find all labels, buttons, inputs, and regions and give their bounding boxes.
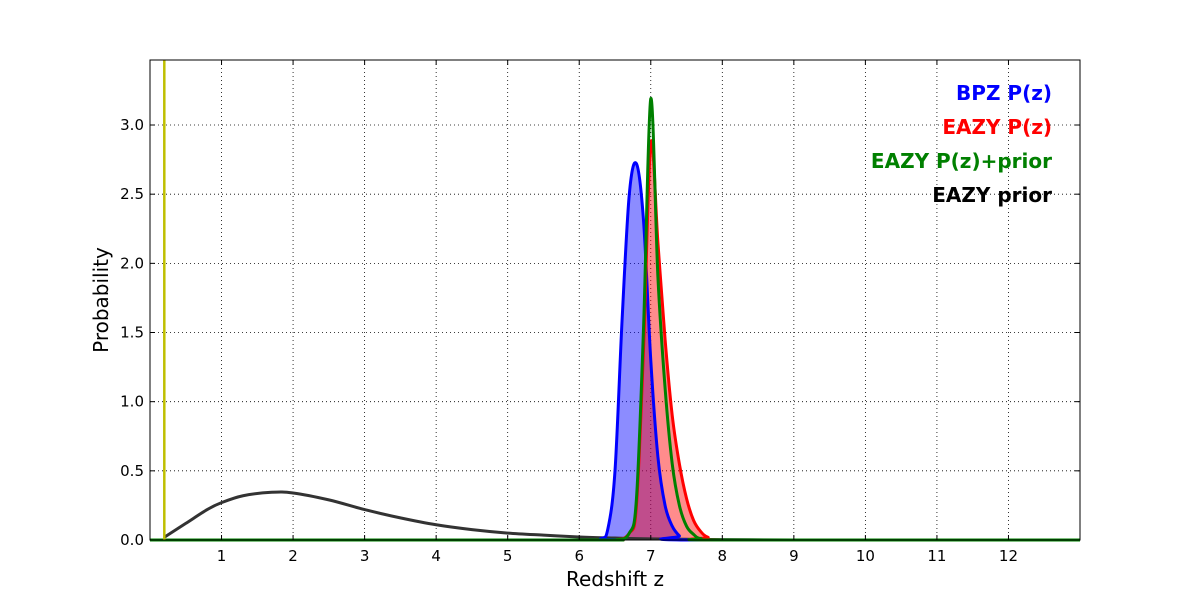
y-axis-title: Probability	[89, 247, 113, 353]
legend-entry-eazy-p-z-prior: EAZY P(z)+prior	[871, 149, 1052, 173]
x-tick-label: 9	[789, 547, 799, 565]
axis-ticks: 1 2 3 4 5 6 7 8 9 10 11 120.00.51.01.52.02.53.0	[120, 60, 1080, 565]
plot-frame	[149, 59, 1081, 541]
x-axis-title: Redshift z	[566, 567, 664, 591]
y-tick-label: 3.0	[120, 116, 144, 134]
x-tick-label: 12	[999, 547, 1018, 565]
x-tick-label: 2	[288, 547, 298, 565]
y-tick-label: 2.0	[120, 254, 144, 272]
legend-entry-eazy-p-z: EAZY P(z)	[942, 115, 1052, 139]
x-tick-label: 7	[646, 547, 656, 565]
y-tick-label: 0.5	[120, 462, 144, 480]
legend: BPZ P(z) EAZY P(z) EAZY P(z)+prior EAZY pri…	[871, 81, 1052, 207]
x-tick-label: 6	[574, 547, 584, 565]
x-tick-label: 8	[718, 547, 728, 565]
y-tick-label: 1.5	[120, 324, 144, 342]
x-tick-label: 1	[217, 547, 227, 565]
y-tick-label: 2.5	[120, 185, 144, 203]
x-tick-label: 10	[856, 547, 875, 565]
legend-entry-bpz-p-z: BPZ P(z)	[956, 81, 1052, 105]
x-tick-label: 4	[431, 547, 441, 565]
x-tick-label: 3	[360, 547, 370, 565]
x-tick-label: 11	[927, 547, 946, 565]
legend-entry-eazy-prior: EAZY prior	[932, 183, 1052, 207]
y-tick-label: 0.0	[120, 531, 144, 549]
x-tick-label: 5	[503, 547, 513, 565]
y-tick-label: 1.0	[120, 393, 144, 411]
